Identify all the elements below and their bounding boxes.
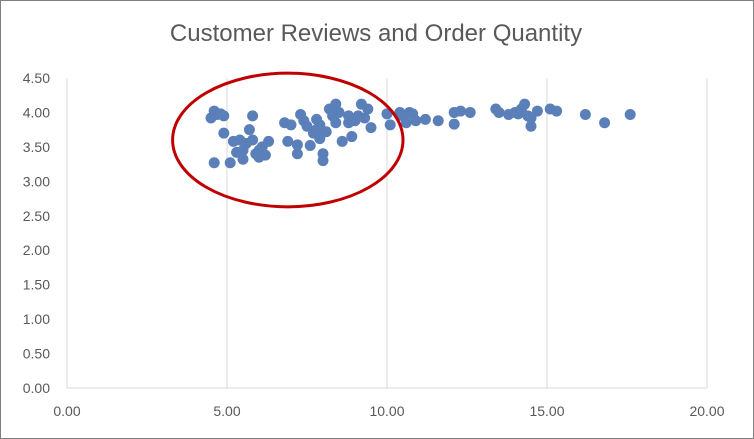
y-tick-label: 2.50 <box>23 208 50 224</box>
data-point <box>247 110 259 122</box>
data-point <box>317 155 329 167</box>
chart-title: Customer Reviews and Order Quantity <box>169 20 583 47</box>
data-point <box>333 106 345 118</box>
data-point <box>314 119 326 131</box>
data-point <box>410 115 422 127</box>
y-tick-label: 1.00 <box>23 311 50 327</box>
x-tick-label: 5.00 <box>213 403 240 419</box>
data-point <box>432 115 444 127</box>
data-point <box>599 117 611 129</box>
data-point <box>519 98 531 110</box>
y-tick-label: 3.50 <box>23 139 50 155</box>
data-point <box>259 149 271 161</box>
x-tick-labels: 0.00 5.00 10.00 15.00 20.00 <box>53 403 724 419</box>
data-point <box>365 122 377 134</box>
data-point <box>624 109 636 121</box>
data-point <box>525 112 537 124</box>
data-point <box>346 131 358 143</box>
data-point <box>336 135 348 147</box>
data-point <box>359 112 371 124</box>
data-point <box>464 106 476 118</box>
data-point <box>455 105 467 117</box>
axes <box>66 78 707 389</box>
data-point <box>224 157 236 169</box>
data-point <box>320 126 332 138</box>
data-point <box>291 139 303 151</box>
data-point <box>525 120 537 132</box>
data-point <box>551 105 563 117</box>
data-point <box>384 119 396 131</box>
data-point <box>218 127 230 139</box>
data-point <box>282 135 294 147</box>
x-tick-label: 15.00 <box>529 403 564 419</box>
data-point <box>243 124 255 136</box>
data-point <box>237 153 249 165</box>
highlight-ellipse <box>171 71 405 209</box>
data-point <box>285 119 297 131</box>
data-point <box>314 133 326 145</box>
data-point <box>330 98 342 110</box>
y-tick-label: 1.50 <box>23 277 50 293</box>
data-point <box>301 120 313 132</box>
data-point <box>218 110 230 122</box>
y-tick-label: 2.00 <box>23 242 50 258</box>
data-point <box>330 117 342 129</box>
gridlines <box>226 78 708 388</box>
x-tick-label: 0.00 <box>53 403 80 419</box>
data-point <box>579 109 591 121</box>
y-tick-label: 4.00 <box>23 104 50 120</box>
y-tick-label: 0.50 <box>23 346 50 362</box>
data-point <box>247 134 259 146</box>
data-point <box>493 106 505 118</box>
data-point <box>263 135 275 147</box>
data-point <box>400 117 412 129</box>
x-tick-label: 20.00 <box>689 403 724 419</box>
data-points <box>205 98 636 169</box>
y-tick-label: 4.50 <box>23 70 50 86</box>
y-tick-label: 3.00 <box>23 173 50 189</box>
data-point <box>531 105 543 117</box>
y-tick-label: 0.00 <box>23 380 50 396</box>
data-point <box>291 148 303 160</box>
data-point <box>304 140 316 152</box>
data-point <box>419 113 431 125</box>
x-tick-label: 10.00 <box>369 403 404 419</box>
annotations <box>171 71 405 209</box>
data-point <box>362 103 374 115</box>
data-point <box>208 157 220 169</box>
data-point <box>448 118 460 130</box>
y-tick-labels: 0.00 0.50 1.00 1.50 2.00 2.50 3.00 3.50 4.00 4.50 <box>23 70 50 396</box>
